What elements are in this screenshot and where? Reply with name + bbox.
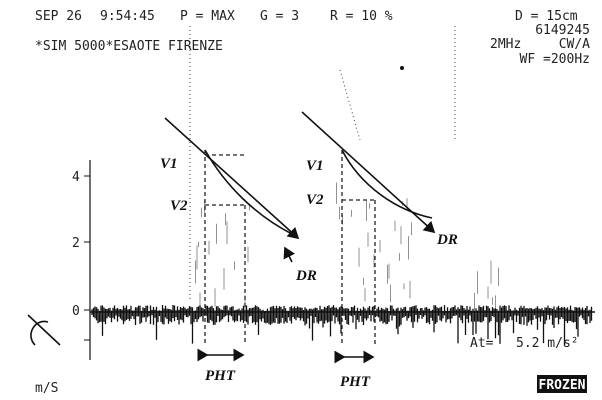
date: SEP 26 bbox=[35, 9, 82, 24]
dr-label: DR bbox=[436, 232, 458, 248]
v2-label: V2 bbox=[306, 192, 324, 208]
gain: G = 3 bbox=[260, 9, 299, 24]
filter: WF =200Hz bbox=[520, 52, 590, 67]
tangent bbox=[165, 118, 298, 238]
power: P = MAX bbox=[180, 9, 235, 24]
probe-sketch bbox=[28, 315, 60, 345]
dr-arrow bbox=[285, 248, 292, 262]
unit: m/S bbox=[35, 381, 58, 396]
v1-label: V1 bbox=[160, 156, 178, 172]
dr-label: DR bbox=[295, 268, 317, 284]
pht-label: PHT bbox=[340, 374, 371, 390]
pht-label: PHT bbox=[205, 368, 236, 384]
status: FROZEN bbox=[539, 378, 586, 393]
cursor-line bbox=[340, 70, 360, 140]
depth: D = 15cm bbox=[515, 9, 578, 24]
doppler-printout: SEP 26 9:54:45 P = MAX G = 3 R = 10 % D … bbox=[0, 0, 602, 400]
tick-label: 0 bbox=[72, 304, 80, 319]
id: 6149245 bbox=[535, 23, 590, 38]
v2-label: V2 bbox=[170, 198, 188, 214]
time: 9:54:45 bbox=[100, 9, 155, 24]
measure-value: 5.2 m/s² bbox=[516, 336, 579, 351]
measure-label: At= bbox=[470, 336, 494, 351]
marker-dot bbox=[400, 66, 404, 70]
system: *SIM 5000*ESAOTE FIRENZE bbox=[35, 39, 223, 54]
spectral-noise bbox=[196, 183, 499, 319]
frequency: 2MHz bbox=[490, 37, 521, 52]
reject: R = 10 % bbox=[330, 9, 393, 24]
mode: CW/A bbox=[559, 37, 590, 52]
tick-label: 2 bbox=[72, 236, 80, 251]
tick-label: 4 bbox=[72, 170, 80, 185]
v1-label: V1 bbox=[306, 158, 324, 174]
